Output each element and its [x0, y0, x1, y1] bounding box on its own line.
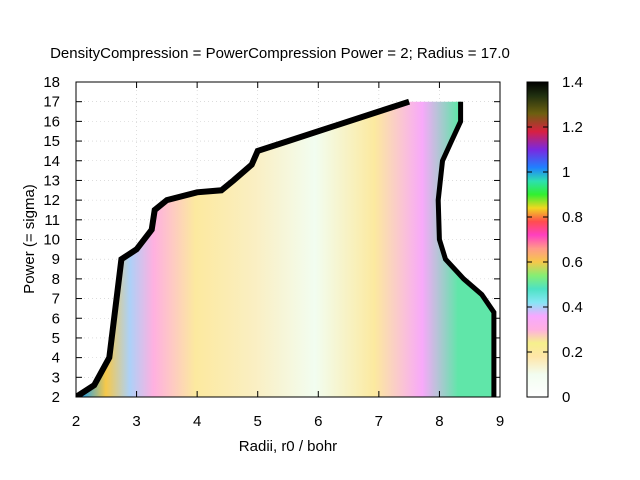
y-tick-label: 17	[43, 94, 60, 111]
y-tick-label: 6	[52, 310, 60, 327]
colorbar-tick-label: 0.6	[562, 254, 583, 271]
heat-region	[76, 98, 497, 397]
y-axis-ticks: 2 3 4 5 6 7 8 9 10 11 12 13 14 15 16 17 18	[43, 74, 500, 406]
y-tick-label: 4	[52, 350, 60, 367]
left-boundary	[76, 98, 411, 397]
colorbar-tick-label: 1.4	[562, 74, 583, 91]
x-axis-label: Radii, r0 / bohr	[239, 438, 337, 455]
y-tick-label: 13	[43, 172, 60, 189]
x-tick-label: 4	[193, 413, 201, 430]
y-axis-label: Power (= sigma)	[21, 184, 38, 294]
colorbar-tick-label: 1.2	[562, 119, 583, 136]
colorbar-tick-label: 0	[562, 389, 570, 406]
x-tick-label: 3	[132, 413, 140, 430]
colorbar-tick-label: 0.8	[562, 209, 583, 226]
y-tick-label: 8	[52, 271, 60, 288]
y-tick-label: 18	[43, 74, 60, 91]
y-tick-label: 11	[44, 212, 60, 229]
y-tick-label: 3	[52, 369, 60, 386]
x-tick-label: 5	[254, 413, 262, 430]
heat-fill	[76, 101, 494, 397]
chart-title: DensityCompression = PowerCompression Po…	[50, 45, 510, 62]
right-boundary	[435, 101, 497, 397]
colorbar-tick-label: 0.4	[562, 299, 583, 316]
y-tick-label: 12	[43, 192, 60, 209]
y-tick-label: 16	[43, 113, 60, 130]
colorbar-tick-label: 1	[562, 164, 570, 181]
x-axis-ticks: 2 3 4 5 6 7 8 9	[72, 82, 504, 430]
y-tick-label: 2	[52, 389, 60, 406]
x-tick-label: 2	[72, 413, 80, 430]
y-tick-label: 14	[43, 153, 60, 170]
y-tick-label: 10	[43, 232, 60, 249]
y-tick-label: 15	[43, 133, 60, 150]
colorbar	[526, 81, 549, 398]
y-tick-label: 5	[52, 330, 60, 347]
x-tick-label: 9	[496, 413, 504, 430]
colorbar-ticks: 0 0.2 0.4 0.6 0.8 1 1.2 1.4	[527, 74, 583, 406]
x-tick-label: 6	[314, 413, 322, 430]
x-tick-label: 7	[375, 413, 383, 430]
x-tick-label: 8	[435, 413, 443, 430]
colorbar-tick-label: 0.2	[562, 344, 583, 361]
y-tick-label: 9	[52, 251, 60, 268]
y-tick-label: 7	[52, 291, 60, 308]
